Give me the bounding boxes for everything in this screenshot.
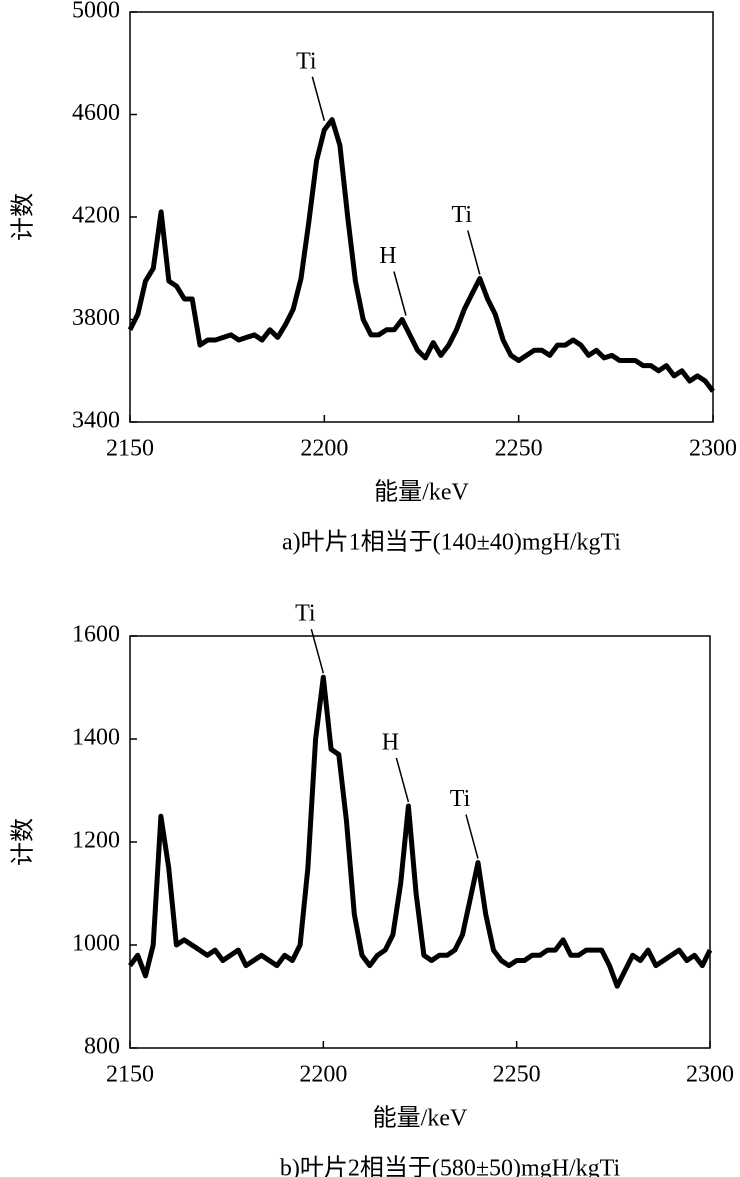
x-tick-label: 2300: [686, 1062, 734, 1088]
x-tick-label: 2150: [106, 436, 154, 462]
x-tick-label: 2250: [495, 436, 543, 462]
y-tick-label: 3800: [72, 305, 120, 331]
annotation-label: Ti: [295, 601, 316, 627]
x-axis-label: 能量/keV: [373, 1105, 468, 1132]
annotation-leader: [467, 230, 481, 275]
annotation-label: H: [382, 729, 399, 755]
y-tick-label: 1000: [72, 931, 120, 957]
y-tick-label: 3400: [72, 408, 120, 434]
x-axis-label: 能量/keV: [374, 479, 469, 506]
x-tick-label: 2150: [106, 1062, 154, 1088]
plot-frame: [129, 635, 711, 1049]
annotation-leader: [310, 629, 325, 674]
caption: a)叶片1相当于(140±40)mgH/kgTi: [282, 529, 621, 556]
y-tick-label: 4600: [72, 100, 120, 126]
annotation-label: Ti: [296, 48, 317, 74]
annotation-leader: [465, 814, 479, 859]
y-tick-label: 1600: [72, 622, 120, 648]
y-axis-label: 计数: [10, 193, 37, 241]
spectrum-line: [127, 117, 715, 393]
annotation-label: Ti: [452, 202, 473, 228]
y-tick-label: 1400: [72, 725, 120, 751]
x-tick-label: 2300: [689, 436, 737, 462]
y-tick-label: 1200: [72, 828, 120, 854]
y-tick-label: 800: [84, 1034, 120, 1060]
caption: b)叶片2相当于(580±50)mgH/kgTi: [280, 1155, 621, 1177]
y-tick-label: 5000: [72, 0, 120, 24]
annotation-leader: [393, 271, 407, 316]
annotation-label: H: [379, 243, 396, 269]
y-axis-label: 计数: [10, 818, 37, 866]
y-tick-label: 4200: [72, 203, 120, 229]
annotation-label: Ti: [450, 786, 471, 812]
x-tick-label: 2200: [299, 1062, 347, 1088]
x-tick-label: 2250: [493, 1062, 541, 1088]
spectrum-line: [127, 674, 713, 989]
x-tick-label: 2200: [300, 436, 348, 462]
annotation-leader: [395, 757, 410, 803]
annotation-leader: [311, 76, 326, 121]
